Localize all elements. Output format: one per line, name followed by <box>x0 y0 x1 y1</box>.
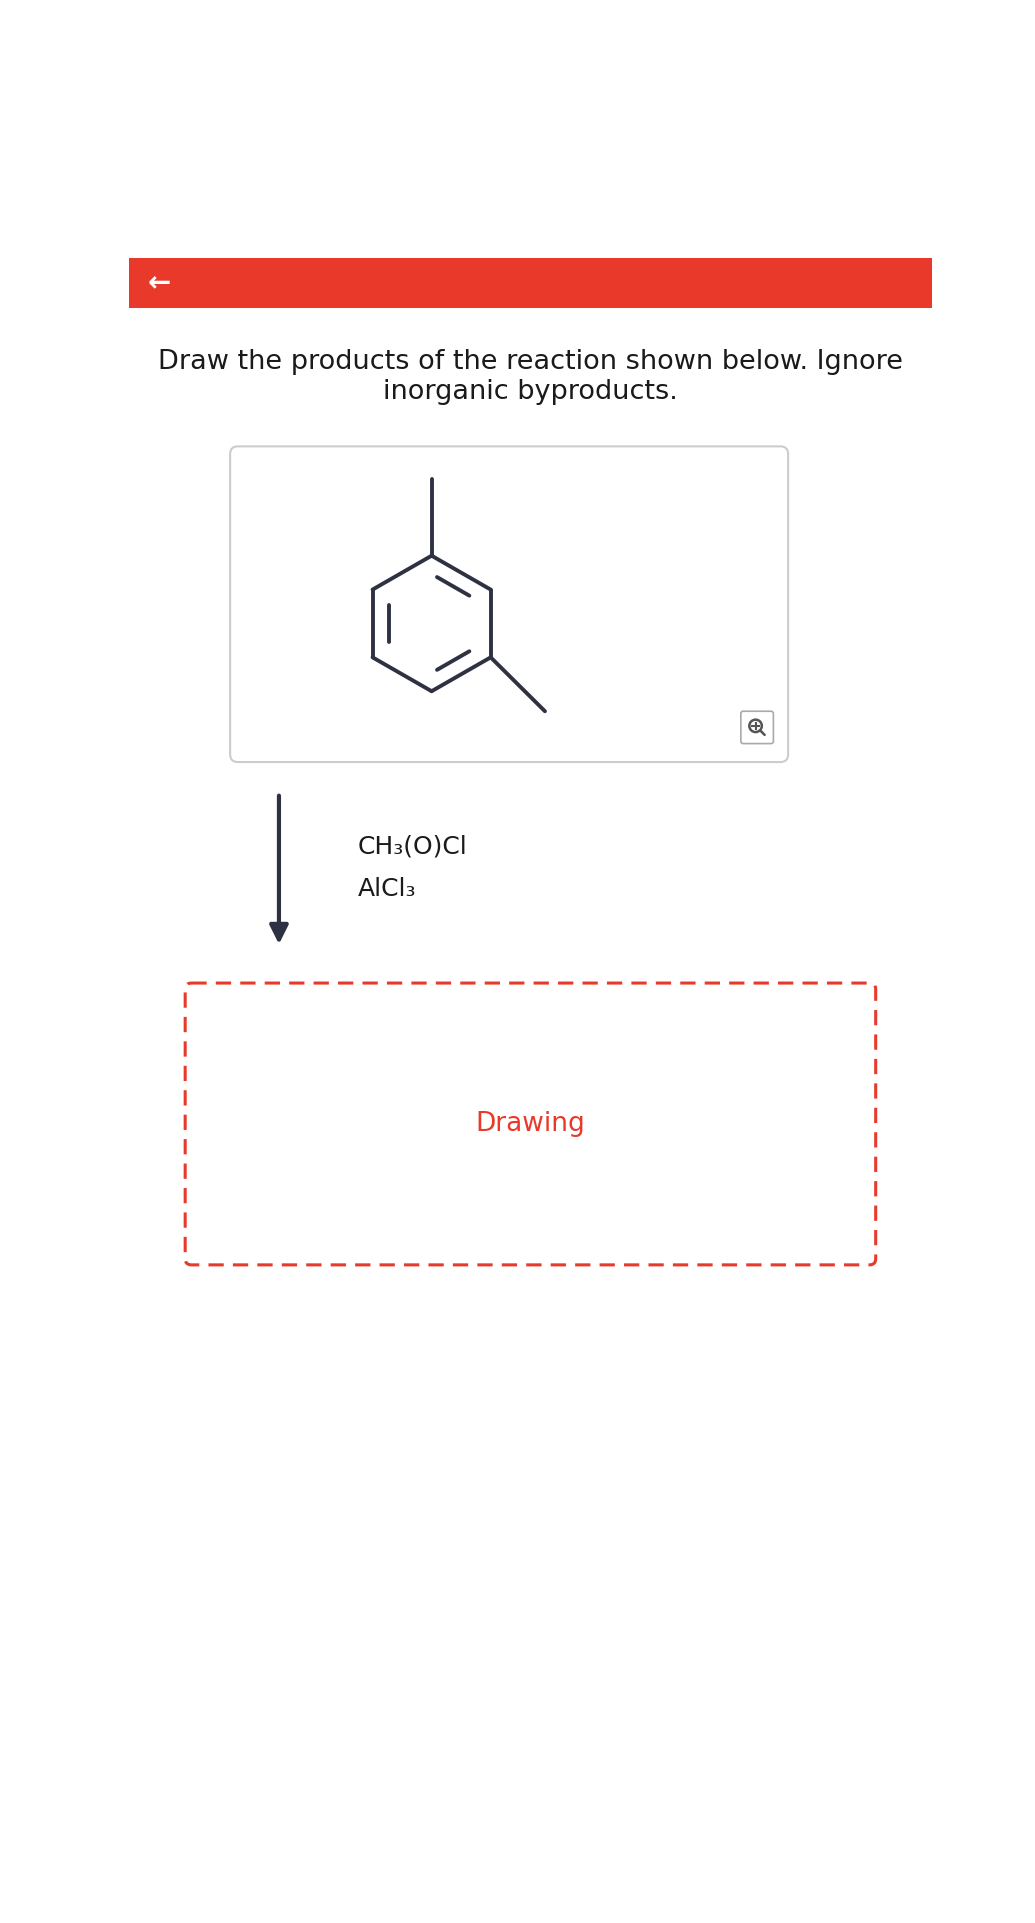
Text: AlCl₃: AlCl₃ <box>358 877 416 902</box>
FancyBboxPatch shape <box>741 712 773 744</box>
Text: CH₃(O)Cl: CH₃(O)Cl <box>358 835 468 860</box>
Bar <box>129 258 932 308</box>
FancyBboxPatch shape <box>230 446 788 762</box>
Text: ←: ← <box>147 269 171 298</box>
Text: inorganic byproducts.: inorganic byproducts. <box>383 379 678 406</box>
Text: Draw the products of the reaction shown below. Ignore: Draw the products of the reaction shown … <box>157 348 903 375</box>
Text: Drawing: Drawing <box>475 1111 586 1136</box>
FancyBboxPatch shape <box>185 983 876 1265</box>
